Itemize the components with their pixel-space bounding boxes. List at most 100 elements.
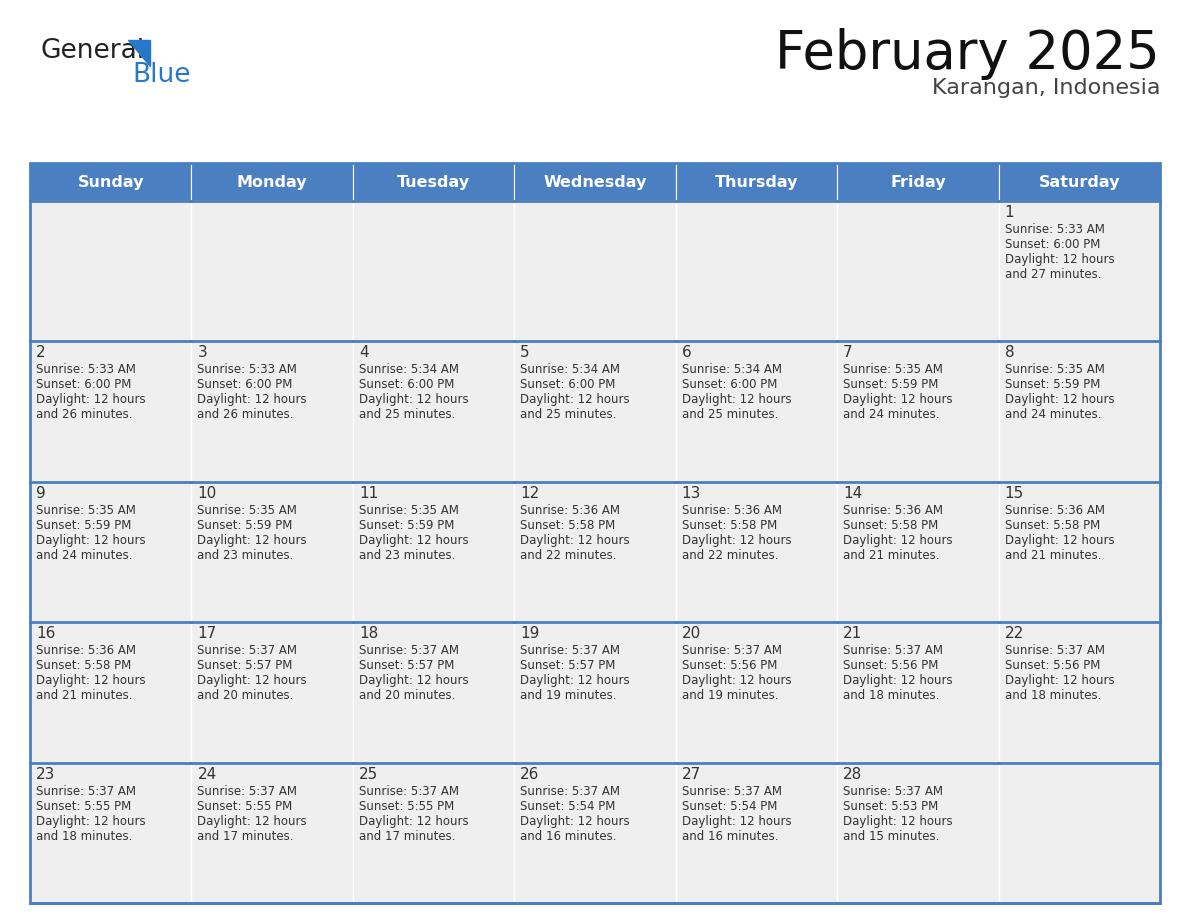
Text: Daylight: 12 hours: Daylight: 12 hours: [520, 674, 630, 688]
Text: Sunset: 5:58 PM: Sunset: 5:58 PM: [1005, 519, 1100, 532]
Text: Saturday: Saturday: [1038, 174, 1120, 189]
Bar: [30, 482, 191, 622]
Text: 10: 10: [197, 486, 216, 501]
Text: 19: 19: [520, 626, 539, 641]
Text: Sunrise: 5:33 AM: Sunrise: 5:33 AM: [36, 364, 135, 376]
Text: Daylight: 12 hours: Daylight: 12 hours: [1005, 533, 1114, 547]
Text: Sunset: 5:59 PM: Sunset: 5:59 PM: [1005, 378, 1100, 391]
Text: Daylight: 12 hours: Daylight: 12 hours: [843, 674, 953, 688]
Text: and 26 minutes.: and 26 minutes.: [197, 409, 293, 421]
Text: and 20 minutes.: and 20 minutes.: [197, 689, 293, 702]
Text: 15: 15: [1005, 486, 1024, 501]
Text: Wednesday: Wednesday: [543, 174, 646, 189]
Bar: [999, 163, 1159, 201]
Text: Sunset: 5:59 PM: Sunset: 5:59 PM: [843, 378, 939, 391]
Text: Daylight: 12 hours: Daylight: 12 hours: [1005, 253, 1114, 266]
Bar: [30, 163, 1159, 903]
Text: Sunrise: 5:33 AM: Sunrise: 5:33 AM: [197, 364, 297, 376]
Text: 25: 25: [359, 767, 378, 781]
Text: Daylight: 12 hours: Daylight: 12 hours: [520, 533, 630, 547]
Text: Sunrise: 5:37 AM: Sunrise: 5:37 AM: [682, 785, 782, 798]
Bar: [676, 482, 838, 622]
Text: Sunrise: 5:36 AM: Sunrise: 5:36 AM: [682, 504, 782, 517]
Bar: [353, 341, 514, 482]
Text: Sunrise: 5:37 AM: Sunrise: 5:37 AM: [682, 644, 782, 657]
Bar: [191, 341, 353, 482]
Text: Daylight: 12 hours: Daylight: 12 hours: [359, 394, 468, 407]
Text: Daylight: 12 hours: Daylight: 12 hours: [197, 533, 307, 547]
Text: Sunset: 5:59 PM: Sunset: 5:59 PM: [359, 519, 454, 532]
Text: Sunrise: 5:37 AM: Sunrise: 5:37 AM: [843, 785, 943, 798]
Text: and 16 minutes.: and 16 minutes.: [682, 830, 778, 843]
Bar: [676, 163, 838, 201]
Text: Karangan, Indonesia: Karangan, Indonesia: [931, 78, 1159, 98]
Text: and 23 minutes.: and 23 minutes.: [197, 549, 293, 562]
Text: Sunrise: 5:34 AM: Sunrise: 5:34 AM: [520, 364, 620, 376]
Text: Daylight: 12 hours: Daylight: 12 hours: [359, 814, 468, 828]
Text: Daylight: 12 hours: Daylight: 12 hours: [36, 674, 146, 688]
Text: Sunset: 5:57 PM: Sunset: 5:57 PM: [520, 659, 615, 672]
Text: 2: 2: [36, 345, 45, 361]
Bar: [838, 763, 999, 903]
Text: Sunset: 5:55 PM: Sunset: 5:55 PM: [197, 800, 292, 812]
Text: Sunset: 5:55 PM: Sunset: 5:55 PM: [359, 800, 454, 812]
Text: Sunset: 5:58 PM: Sunset: 5:58 PM: [36, 659, 131, 672]
Text: 3: 3: [197, 345, 207, 361]
Text: Sunset: 6:00 PM: Sunset: 6:00 PM: [359, 378, 454, 391]
Text: 5: 5: [520, 345, 530, 361]
Text: Daylight: 12 hours: Daylight: 12 hours: [843, 814, 953, 828]
Text: 7: 7: [843, 345, 853, 361]
Text: Sunrise: 5:35 AM: Sunrise: 5:35 AM: [197, 504, 297, 517]
Text: Daylight: 12 hours: Daylight: 12 hours: [843, 394, 953, 407]
Bar: [353, 763, 514, 903]
Text: Thursday: Thursday: [715, 174, 798, 189]
Text: 13: 13: [682, 486, 701, 501]
Text: Daylight: 12 hours: Daylight: 12 hours: [843, 533, 953, 547]
Text: General: General: [40, 38, 144, 64]
Text: Blue: Blue: [132, 62, 190, 88]
Text: Sunset: 5:56 PM: Sunset: 5:56 PM: [843, 659, 939, 672]
Text: 22: 22: [1005, 626, 1024, 641]
Bar: [30, 201, 191, 341]
Text: Daylight: 12 hours: Daylight: 12 hours: [197, 814, 307, 828]
Text: Sunrise: 5:37 AM: Sunrise: 5:37 AM: [520, 785, 620, 798]
Text: and 25 minutes.: and 25 minutes.: [359, 409, 455, 421]
Text: and 16 minutes.: and 16 minutes.: [520, 830, 617, 843]
Text: 12: 12: [520, 486, 539, 501]
Bar: [676, 341, 838, 482]
Text: Sunrise: 5:36 AM: Sunrise: 5:36 AM: [843, 504, 943, 517]
Bar: [191, 622, 353, 763]
Bar: [838, 341, 999, 482]
Bar: [838, 482, 999, 622]
Text: Sunrise: 5:35 AM: Sunrise: 5:35 AM: [1005, 364, 1105, 376]
Text: Daylight: 12 hours: Daylight: 12 hours: [1005, 394, 1114, 407]
Bar: [999, 201, 1159, 341]
Bar: [514, 163, 676, 201]
Text: Sunset: 5:58 PM: Sunset: 5:58 PM: [843, 519, 939, 532]
Text: Sunset: 5:59 PM: Sunset: 5:59 PM: [197, 519, 292, 532]
Text: Sunrise: 5:37 AM: Sunrise: 5:37 AM: [359, 785, 459, 798]
Text: and 25 minutes.: and 25 minutes.: [520, 409, 617, 421]
Text: and 21 minutes.: and 21 minutes.: [843, 549, 940, 562]
Bar: [838, 201, 999, 341]
Text: and 17 minutes.: and 17 minutes.: [359, 830, 455, 843]
Text: February 2025: February 2025: [776, 28, 1159, 80]
Text: and 25 minutes.: and 25 minutes.: [682, 409, 778, 421]
Text: Daylight: 12 hours: Daylight: 12 hours: [36, 533, 146, 547]
Text: Daylight: 12 hours: Daylight: 12 hours: [682, 394, 791, 407]
Bar: [191, 482, 353, 622]
Text: Daylight: 12 hours: Daylight: 12 hours: [1005, 674, 1114, 688]
Text: 23: 23: [36, 767, 56, 781]
Text: Sunday: Sunday: [77, 174, 144, 189]
Bar: [676, 201, 838, 341]
Text: and 27 minutes.: and 27 minutes.: [1005, 268, 1101, 281]
Text: Sunset: 5:54 PM: Sunset: 5:54 PM: [520, 800, 615, 812]
Text: Daylight: 12 hours: Daylight: 12 hours: [197, 394, 307, 407]
Polygon shape: [128, 40, 150, 66]
Text: 28: 28: [843, 767, 862, 781]
Bar: [838, 163, 999, 201]
Text: and 20 minutes.: and 20 minutes.: [359, 689, 455, 702]
Text: 4: 4: [359, 345, 368, 361]
Text: Sunset: 5:56 PM: Sunset: 5:56 PM: [1005, 659, 1100, 672]
Text: Sunset: 5:57 PM: Sunset: 5:57 PM: [197, 659, 292, 672]
